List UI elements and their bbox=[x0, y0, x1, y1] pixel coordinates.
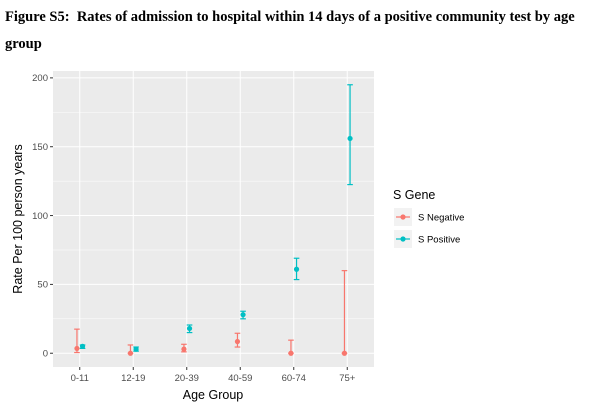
caption-label: Figure S5: bbox=[5, 9, 70, 25]
y-tick-label: 50 bbox=[37, 280, 48, 291]
plot-panel bbox=[53, 71, 374, 367]
x-tick-label: 60-74 bbox=[282, 373, 306, 384]
point-s-negative bbox=[234, 338, 241, 345]
legend-key-point-s-positive bbox=[400, 236, 406, 242]
caption-text: Rates of admission to hospital within 14… bbox=[5, 9, 575, 52]
x-tick-label: 0-11 bbox=[71, 373, 89, 384]
point-s-negative bbox=[74, 345, 80, 352]
point-s-negative bbox=[288, 350, 294, 356]
data-marks bbox=[74, 84, 353, 356]
legend-label-s-negative: S Negative bbox=[418, 213, 464, 224]
y-tick-label: 200 bbox=[32, 73, 48, 84]
point-s-positive bbox=[79, 343, 86, 349]
legend: S Gene S Negative S Positive bbox=[393, 188, 464, 248]
y-axis-title: Rate Per 100 person years bbox=[11, 144, 25, 293]
y-axis: 0 50 100 150 200 bbox=[32, 73, 53, 360]
y-tick-label: 0 bbox=[43, 349, 48, 360]
point-s-negative bbox=[127, 350, 134, 356]
legend-label-s-positive: S Positive bbox=[418, 235, 460, 246]
point-s-positive bbox=[347, 135, 353, 142]
point-s-positive bbox=[186, 325, 193, 332]
x-axis: 0-11 12-19 20-39 40-59 60-74 75+ bbox=[71, 367, 356, 384]
x-tick-label: 40-59 bbox=[228, 373, 252, 384]
x-tick-label: 20-39 bbox=[175, 373, 199, 384]
point-s-positive bbox=[133, 346, 139, 352]
legend-title: S Gene bbox=[393, 188, 435, 202]
x-tick-label: 75+ bbox=[339, 373, 356, 384]
point-s-negative bbox=[181, 346, 187, 352]
grid-lines bbox=[53, 71, 374, 367]
x-axis-title: Age Group bbox=[183, 388, 244, 402]
x-tick-label: 12-19 bbox=[121, 373, 145, 384]
point-s-positive bbox=[293, 266, 300, 272]
y-tick-label: 150 bbox=[32, 142, 48, 153]
legend-key-point-s-negative bbox=[400, 214, 406, 220]
figure-caption: Figure S5: Rates of admission to hospita… bbox=[5, 4, 590, 58]
point-s-negative bbox=[341, 350, 348, 356]
point-s-positive bbox=[240, 312, 246, 318]
y-tick-label: 100 bbox=[32, 211, 48, 222]
